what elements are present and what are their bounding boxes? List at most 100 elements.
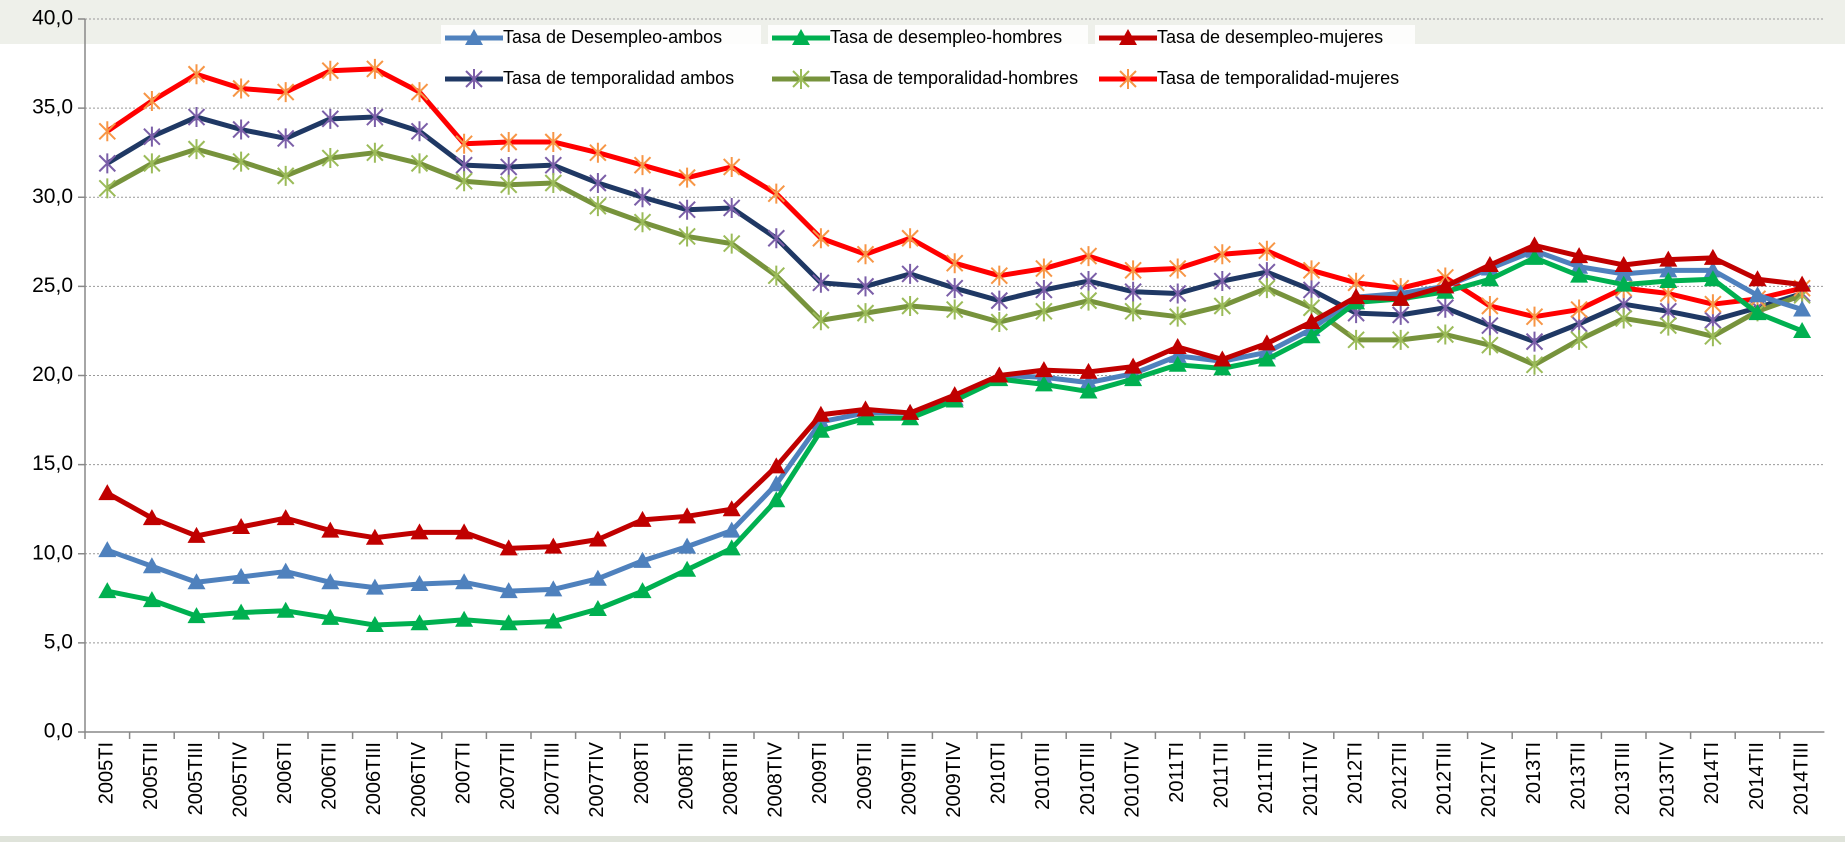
- data-marker: [544, 131, 563, 152]
- data-marker: [767, 457, 786, 474]
- data-marker: [410, 121, 429, 142]
- data-marker: [544, 155, 563, 176]
- data-marker: [499, 539, 518, 556]
- x-tick-label: 2006TIV: [408, 741, 430, 817]
- data-marker: [767, 491, 786, 508]
- data-marker: [1079, 246, 1098, 267]
- x-tick-label: 2010TIV: [1121, 741, 1143, 817]
- x-tick-label: 2012TII: [1389, 742, 1411, 810]
- data-marker: [455, 610, 474, 627]
- legend-marker: [465, 69, 483, 89]
- data-marker: [1614, 264, 1633, 281]
- data-marker: [1302, 327, 1321, 344]
- data-marker: [1704, 294, 1722, 315]
- data-marker: [1257, 350, 1276, 367]
- data-marker: [722, 156, 741, 177]
- data-marker: [1703, 248, 1722, 265]
- y-tick-label: 25,0: [32, 274, 73, 297]
- data-marker: [187, 607, 206, 624]
- x-tick-label: 2007TII: [497, 742, 519, 810]
- data-marker: [990, 366, 1009, 383]
- data-marker: [1168, 355, 1187, 372]
- data-marker: [1258, 278, 1276, 299]
- x-tick-label: 2009TII: [854, 742, 876, 810]
- data-marker: [1391, 304, 1410, 325]
- data-marker: [1703, 261, 1722, 278]
- x-tick-label: 2009TI: [809, 742, 831, 804]
- legend-label: Tasa de temporalidad ambos: [503, 68, 734, 88]
- data-marker: [588, 569, 607, 586]
- data-marker: [499, 131, 518, 152]
- series: [98, 139, 1811, 375]
- data-marker: [276, 128, 295, 149]
- data-marker: [945, 253, 964, 274]
- x-tick-label: 2005TII: [140, 742, 162, 810]
- legend-item: Tasa de temporalidad-hombres: [768, 66, 1088, 92]
- data-marker: [1525, 306, 1544, 327]
- data-marker: [1035, 279, 1053, 300]
- data-marker: [98, 541, 117, 558]
- data-marker: [588, 530, 607, 547]
- y-tick-label: 20,0: [32, 363, 73, 386]
- y-tick-label: 5,0: [44, 630, 73, 653]
- data-marker: [98, 153, 117, 174]
- data-marker: [901, 295, 919, 316]
- x-tick-label: 2009TIV: [943, 741, 965, 817]
- x-tick-label: 2014TIII: [1790, 742, 1812, 815]
- data-marker: [1525, 331, 1544, 352]
- x-tick-label: 2005TI: [96, 742, 118, 804]
- data-marker: [365, 528, 384, 545]
- data-marker: [1481, 315, 1499, 336]
- data-marker: [1035, 258, 1053, 279]
- data-marker: [1570, 266, 1589, 283]
- data-marker: [321, 148, 340, 169]
- x-tick-label: 2013TIV: [1657, 741, 1679, 817]
- data-marker: [1079, 271, 1098, 292]
- legend-label: Tasa de temporalidad-mujeres: [1157, 68, 1399, 88]
- data-marker: [1124, 370, 1143, 387]
- data-marker: [1748, 286, 1767, 303]
- data-marker: [1213, 244, 1232, 265]
- data-marker: [945, 386, 964, 403]
- data-marker: [365, 578, 384, 595]
- data-marker: [455, 133, 473, 154]
- data-marker: [1035, 301, 1053, 322]
- data-marker: [589, 172, 607, 193]
- data-marker: [98, 484, 117, 501]
- data-marker: [142, 509, 161, 526]
- data-marker: [678, 199, 696, 220]
- data-marker: [321, 108, 340, 129]
- data-marker: [589, 142, 607, 163]
- x-tick-label: 2006TIII: [363, 742, 385, 815]
- data-marker: [1748, 270, 1767, 287]
- data-marker: [633, 155, 652, 176]
- data-marker: [812, 310, 830, 331]
- legend-marker: [1119, 29, 1137, 45]
- data-marker: [1168, 306, 1187, 327]
- data-marker: [1436, 324, 1455, 345]
- data-marker: [499, 582, 518, 599]
- data-marker: [1079, 382, 1098, 399]
- data-marker: [98, 582, 117, 599]
- data-marker: [410, 82, 429, 103]
- data-marker: [1168, 258, 1187, 279]
- data-marker: [1793, 275, 1812, 292]
- data-marker: [1659, 261, 1678, 278]
- data-marker: [143, 153, 161, 174]
- footer-band: [0, 836, 1845, 842]
- data-marker: [276, 165, 295, 186]
- x-tick-label: 2013TI: [1523, 742, 1545, 804]
- data-marker: [856, 303, 875, 324]
- data-marker: [366, 107, 384, 128]
- x-tick-label: 2013TII: [1567, 742, 1589, 810]
- x-tick-label: 2011TI: [1166, 742, 1188, 803]
- data-marker: [187, 107, 206, 128]
- data-marker: [455, 171, 473, 192]
- data-marker: [1168, 283, 1187, 304]
- x-tick-label: 2010TII: [1032, 742, 1054, 810]
- legend-marker: [792, 29, 810, 45]
- legend-marker: [792, 69, 810, 89]
- data-marker: [990, 312, 1009, 333]
- data-marker: [1659, 250, 1678, 267]
